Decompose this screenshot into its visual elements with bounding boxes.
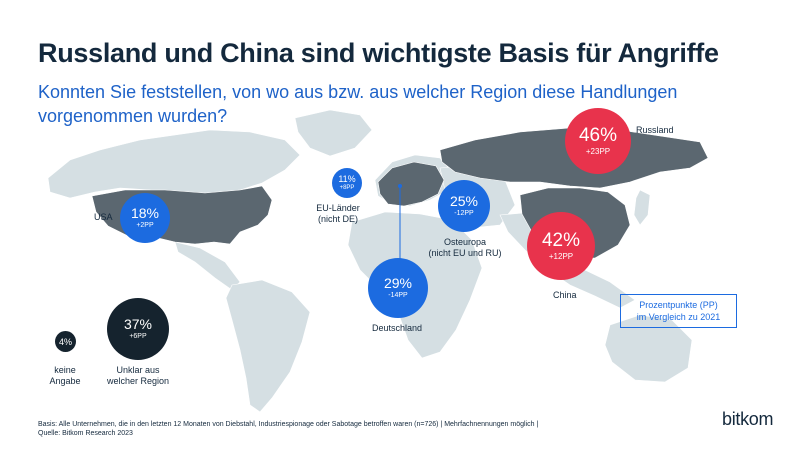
keine-angabe-value: 4% [58, 336, 72, 347]
footer: Basis: Alle Unternehmen, die in den letz… [38, 420, 658, 438]
map-south-america [225, 279, 311, 413]
chart-title: Russland und China sind wichtigste Basis… [38, 38, 719, 68]
russland-value: 46% [578, 125, 618, 146]
usa-change: +2PP [136, 222, 154, 229]
map-usa [91, 185, 273, 245]
osteuropa-label-line1: Osteuropa [443, 237, 487, 247]
bubble-eu: 11% +8PP [332, 168, 362, 198]
osteuropa-label: Osteuropa (nicht EU und RU) [425, 237, 505, 259]
eu-label-line1: EU-Länder [316, 203, 360, 213]
chart-subtitle: Konnten Sie feststellen, von wo aus bzw.… [38, 82, 678, 126]
usa-label: USA [94, 212, 113, 222]
footer-quelle: Quelle: Bitkom Research 2023 [38, 430, 133, 437]
legend-box: Prozentpunkte (PP) im Vergleich zu 2021 [620, 294, 737, 328]
bubble-deutschland: 29% -14PP [368, 258, 428, 318]
unklar-change: +6PP [129, 333, 147, 340]
deutschland-marker [398, 184, 402, 188]
unklar-label-line1: Unklar aus [116, 365, 160, 375]
eu-value: 11% [338, 174, 356, 184]
russland-label: Russland [636, 125, 674, 135]
legend-line2: im Vergleich zu 2021 [636, 312, 721, 322]
eu-label: EU-Länder (nicht DE) [312, 203, 364, 225]
map-japan [633, 189, 651, 226]
china-change: +12PP [548, 252, 574, 261]
deutschland-value: 29% [383, 275, 413, 291]
bubble-keine-angabe: 4% [55, 331, 76, 352]
map-canada [47, 129, 301, 199]
bubble-unklar: 37% +6PP [107, 298, 169, 360]
unklar-label-line2: welcher Region [106, 376, 170, 386]
bubble-usa: 18% +2PP [120, 193, 170, 243]
deutschland-change: -14PP [388, 292, 408, 299]
bubble-russland: 46% +23PP [565, 108, 631, 174]
keine-angabe-label-line2: Angabe [49, 376, 81, 386]
bitkom-logo: bitkom [722, 409, 774, 429]
map-australia [604, 314, 693, 383]
deutschland-label: Deutschland [372, 323, 423, 333]
usa-value: 18% [130, 205, 160, 221]
keine-angabe-label: keine Angabe [40, 365, 90, 387]
keine-angabe-label-line1: keine [54, 365, 76, 375]
legend-line1: Prozentpunkte (PP) [639, 300, 718, 310]
china-label: China [553, 290, 577, 300]
osteuropa-label-line2: (nicht EU und RU) [428, 248, 502, 258]
unklar-value: 37% [123, 316, 153, 332]
unklar-label: Unklar aus welcher Region [98, 365, 178, 387]
map-eu [377, 161, 445, 207]
eu-change: +8PP [339, 185, 355, 191]
russland-change: +23PP [585, 147, 611, 156]
eu-label-line2: (nicht DE) [317, 214, 358, 224]
bubble-china: 42% +12PP [527, 212, 595, 280]
footer-basis: Basis: Alle Unternehmen, die in den letz… [38, 421, 539, 428]
osteuropa-change: -12PP [454, 210, 474, 217]
map-central-america [174, 241, 241, 291]
china-value: 42% [541, 230, 581, 251]
osteuropa-value: 25% [449, 193, 479, 209]
bubble-osteuropa: 25% -12PP [438, 180, 490, 232]
map-greenland [294, 109, 373, 157]
